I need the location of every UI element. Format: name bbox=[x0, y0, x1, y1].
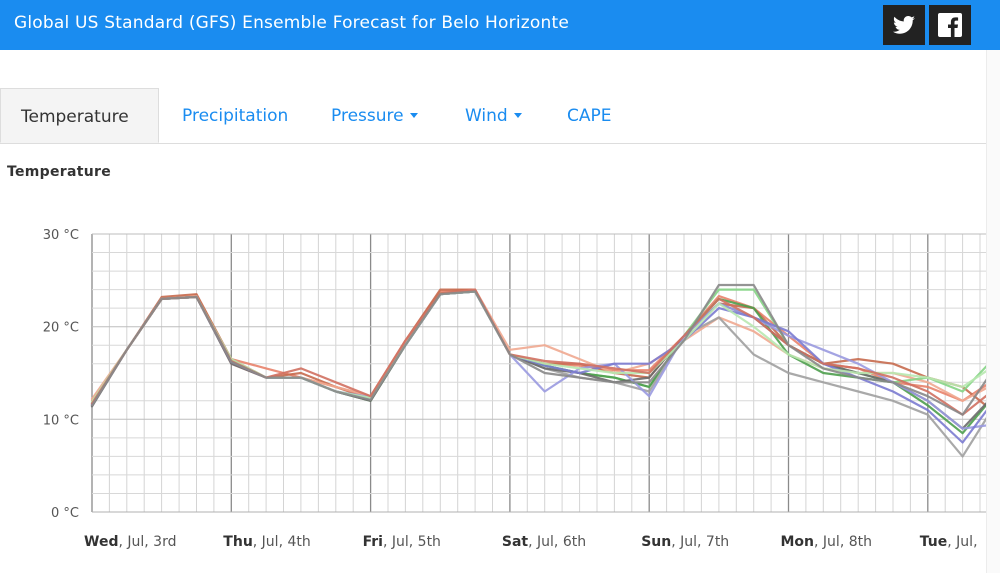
tab-pressure-label: Pressure bbox=[331, 106, 404, 126]
tab-cape-label: CAPE bbox=[567, 106, 612, 126]
facebook-button[interactable] bbox=[929, 5, 971, 45]
x-tick-label: Tue, Jul, bbox=[920, 534, 978, 550]
x-tick-label: Fri, Jul, 5th bbox=[363, 534, 441, 550]
y-tick-label: 20 °C bbox=[43, 321, 79, 336]
series-line-m05 bbox=[90, 290, 986, 435]
tab-temperature-label: Temperature bbox=[21, 107, 129, 127]
x-tick-label: Thu, Jul, 4th bbox=[223, 534, 310, 550]
twitter-button[interactable] bbox=[883, 5, 925, 45]
app-header: Global US Standard (GFS) Ensemble Foreca… bbox=[0, 0, 1000, 50]
y-tick-label: 0 °C bbox=[51, 506, 79, 521]
facebook-icon bbox=[938, 13, 962, 37]
series-line-m09 bbox=[90, 290, 986, 444]
twitter-icon bbox=[893, 16, 915, 34]
x-tick-label: Sat, Jul, 6th bbox=[502, 534, 586, 550]
tab-temperature[interactable]: Temperature bbox=[0, 88, 159, 176]
x-tick-label: Sun, Jul, 7th bbox=[641, 534, 729, 550]
tab-precipitation[interactable]: Precipitation bbox=[182, 88, 288, 143]
chart-section-title: Temperature bbox=[7, 164, 112, 180]
series-line-m11 bbox=[90, 288, 986, 416]
chevron-down-icon bbox=[409, 112, 418, 118]
y-tick-label: 10 °C bbox=[43, 413, 79, 428]
page-title: Global US Standard (GFS) Ensemble Foreca… bbox=[14, 13, 569, 33]
x-tick-label: Wed, Jul, 3rd bbox=[84, 534, 176, 550]
y-tick-label: 30 °C bbox=[43, 228, 79, 243]
tab-precipitation-label: Precipitation bbox=[182, 106, 289, 126]
tab-wind[interactable]: Wind bbox=[465, 88, 522, 143]
tab-bar: Temperature Precipitation Pressure Wind … bbox=[0, 88, 986, 176]
series-line-m12 bbox=[90, 283, 986, 416]
chevron-down-icon bbox=[513, 112, 522, 118]
tab-wind-label: Wind bbox=[465, 106, 508, 126]
scrollbar[interactable] bbox=[986, 50, 1000, 573]
series-line-m08 bbox=[90, 290, 986, 430]
x-tick-label: Mon, Jul, 8th bbox=[781, 534, 873, 550]
tab-cape[interactable]: CAPE bbox=[567, 88, 612, 143]
tab-pressure[interactable]: Pressure bbox=[331, 88, 418, 143]
